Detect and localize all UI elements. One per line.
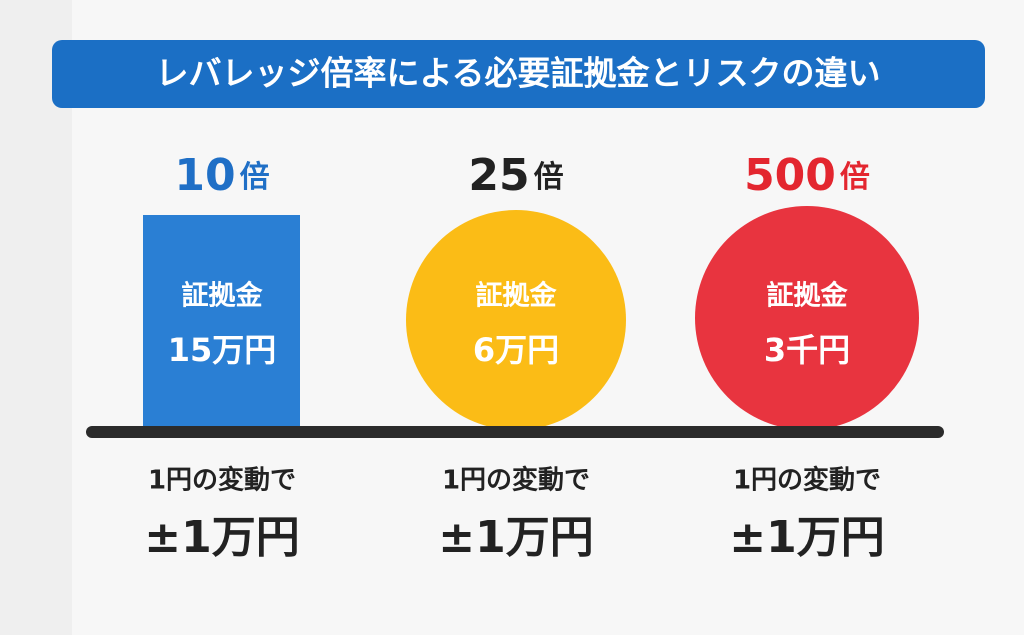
risk: ±1万円 (144, 512, 299, 563)
change-text: 1円の変動で (148, 465, 296, 496)
change-text: 1円の変動で (733, 465, 881, 496)
leverage: 25 倍 (468, 150, 563, 201)
margin-circle (406, 210, 626, 430)
shape-amount: 3千円 (764, 331, 850, 369)
leverage-unit: 倍 (534, 160, 564, 195)
margin-rect (143, 215, 300, 433)
shape-label: 証拠金 (182, 280, 264, 312)
leverage-unit: 倍 (240, 160, 270, 195)
shape-label: 証拠金 (476, 280, 558, 312)
leverage: 10 倍 (174, 150, 269, 201)
leverage-number: 500 (744, 150, 836, 201)
leverage-unit: 倍 (840, 160, 870, 195)
risk: ±1万円 (438, 512, 593, 563)
margin-circle (695, 206, 919, 430)
leverage-number: 10 (174, 150, 235, 201)
title-banner (52, 40, 985, 108)
shape-amount: 15万円 (168, 331, 277, 369)
risk: ±1万円 (729, 512, 884, 563)
leverage-number: 25 (468, 150, 529, 201)
title: レバレッジ倍率による必要証拠金とリスクの違い (155, 54, 880, 93)
leverage: 500 倍 (744, 150, 870, 201)
shape-amount: 6万円 (473, 331, 559, 369)
shape-label: 証拠金 (767, 280, 849, 312)
change-text: 1円の変動で (442, 465, 590, 496)
